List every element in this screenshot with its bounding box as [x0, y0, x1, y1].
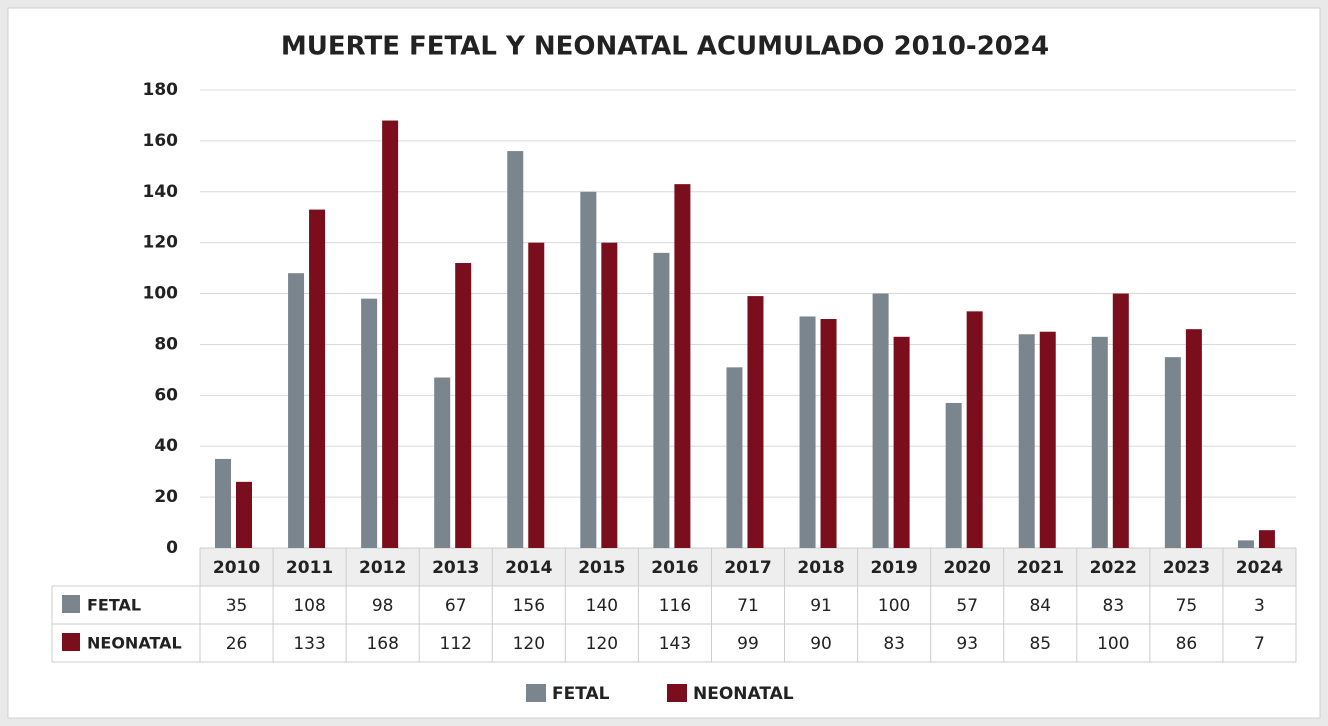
y-tick-label: 180 [143, 80, 179, 100]
table-cell: 93 [956, 634, 978, 654]
table-cell: 3 [1254, 596, 1265, 616]
y-tick-label: 80 [154, 334, 178, 354]
x-tick-label: 2024 [1236, 558, 1283, 578]
table-cell: 75 [1176, 596, 1198, 616]
y-tick-label: 60 [154, 385, 178, 405]
table-legend-key [62, 595, 80, 613]
table-cell: 71 [737, 596, 759, 616]
y-tick-label: 20 [154, 487, 178, 507]
bar [1164, 357, 1181, 548]
bar [674, 184, 691, 548]
x-tick-label: 2010 [213, 558, 260, 578]
chart-title: MUERTE FETAL Y NEONATAL ACUMULADO 2010-2… [281, 32, 1049, 62]
x-tick-label: 2019 [870, 558, 917, 578]
table-cell: 120 [513, 634, 545, 654]
table-cell: 143 [659, 634, 691, 654]
table-cell: 90 [810, 634, 832, 654]
bar [236, 481, 252, 548]
x-tick-label: 2012 [359, 558, 406, 578]
table-cell: 86 [1176, 634, 1198, 654]
table-cell: 83 [883, 634, 905, 654]
x-tick-label: 2021 [1017, 558, 1064, 578]
x-tick-label: 2011 [286, 558, 333, 578]
x-tick-label: 2023 [1163, 558, 1210, 578]
legend-key [526, 684, 546, 702]
x-tick-label: 2017 [724, 558, 771, 578]
bar [288, 273, 305, 548]
table-row-label: FETAL [87, 596, 141, 615]
bar [528, 242, 545, 548]
bar [309, 209, 326, 549]
table-legend-key [62, 633, 80, 651]
table-cell: 67 [445, 596, 467, 616]
table-cell: 116 [659, 596, 691, 616]
bar [507, 151, 524, 549]
table-cell: 156 [513, 596, 545, 616]
bar [1039, 331, 1056, 548]
table-cell: 7 [1254, 634, 1265, 654]
y-tick-label: 140 [143, 182, 179, 202]
y-tick-label: 40 [154, 436, 178, 456]
x-tick-label: 2014 [505, 558, 552, 578]
table-cell: 168 [366, 634, 398, 654]
x-tick-label: 2020 [944, 558, 991, 578]
table-cell: 99 [737, 634, 759, 654]
x-tick-label: 2022 [1090, 558, 1137, 578]
table-cell: 108 [293, 596, 325, 616]
bar [653, 252, 670, 548]
bar [361, 298, 378, 548]
table-row-label: NEONATAL [87, 634, 182, 653]
table-cell: 35 [226, 596, 248, 616]
bar [1091, 336, 1108, 548]
x-tick-label: 2018 [797, 558, 844, 578]
y-tick-label: 100 [143, 284, 179, 304]
bar [1185, 329, 1202, 548]
bar [747, 296, 764, 548]
table-cell: 84 [1029, 596, 1051, 616]
table-cell: 83 [1103, 596, 1125, 616]
y-tick-label: 120 [143, 233, 179, 253]
table-header-bg [200, 548, 1296, 586]
bar [434, 377, 451, 548]
table-cell: 85 [1029, 634, 1051, 654]
y-tick-label: 0 [166, 538, 178, 558]
bar [1237, 540, 1254, 548]
bar [820, 319, 837, 548]
x-tick-label: 2016 [651, 558, 698, 578]
table-cell: 98 [372, 596, 394, 616]
bar [580, 191, 597, 548]
x-tick-label: 2015 [578, 558, 625, 578]
bar [872, 293, 889, 548]
table-cell: 100 [1097, 634, 1129, 654]
bar [1018, 334, 1035, 548]
bar [215, 458, 231, 548]
bar [382, 120, 399, 549]
bar [1258, 530, 1275, 548]
bar [726, 367, 743, 548]
table-cell: 26 [226, 634, 248, 654]
y-tick-label: 160 [143, 131, 179, 151]
table-cell: 140 [586, 596, 618, 616]
legend-label: NEONATAL [693, 684, 794, 704]
table-cell: 133 [293, 634, 325, 654]
x-tick-label: 2013 [432, 558, 479, 578]
table-cell: 120 [586, 634, 618, 654]
bar [945, 402, 962, 548]
bar [799, 316, 816, 548]
table-cell: 100 [878, 596, 910, 616]
bar [601, 242, 618, 548]
bar [1112, 293, 1129, 548]
legend-key [667, 684, 687, 702]
table-cell: 91 [810, 596, 832, 616]
bar [966, 311, 983, 548]
table-cell: 112 [440, 634, 472, 654]
legend-label: FETAL [552, 684, 610, 704]
table-cell: 57 [956, 596, 978, 616]
bar [893, 336, 910, 548]
bar [455, 263, 472, 548]
